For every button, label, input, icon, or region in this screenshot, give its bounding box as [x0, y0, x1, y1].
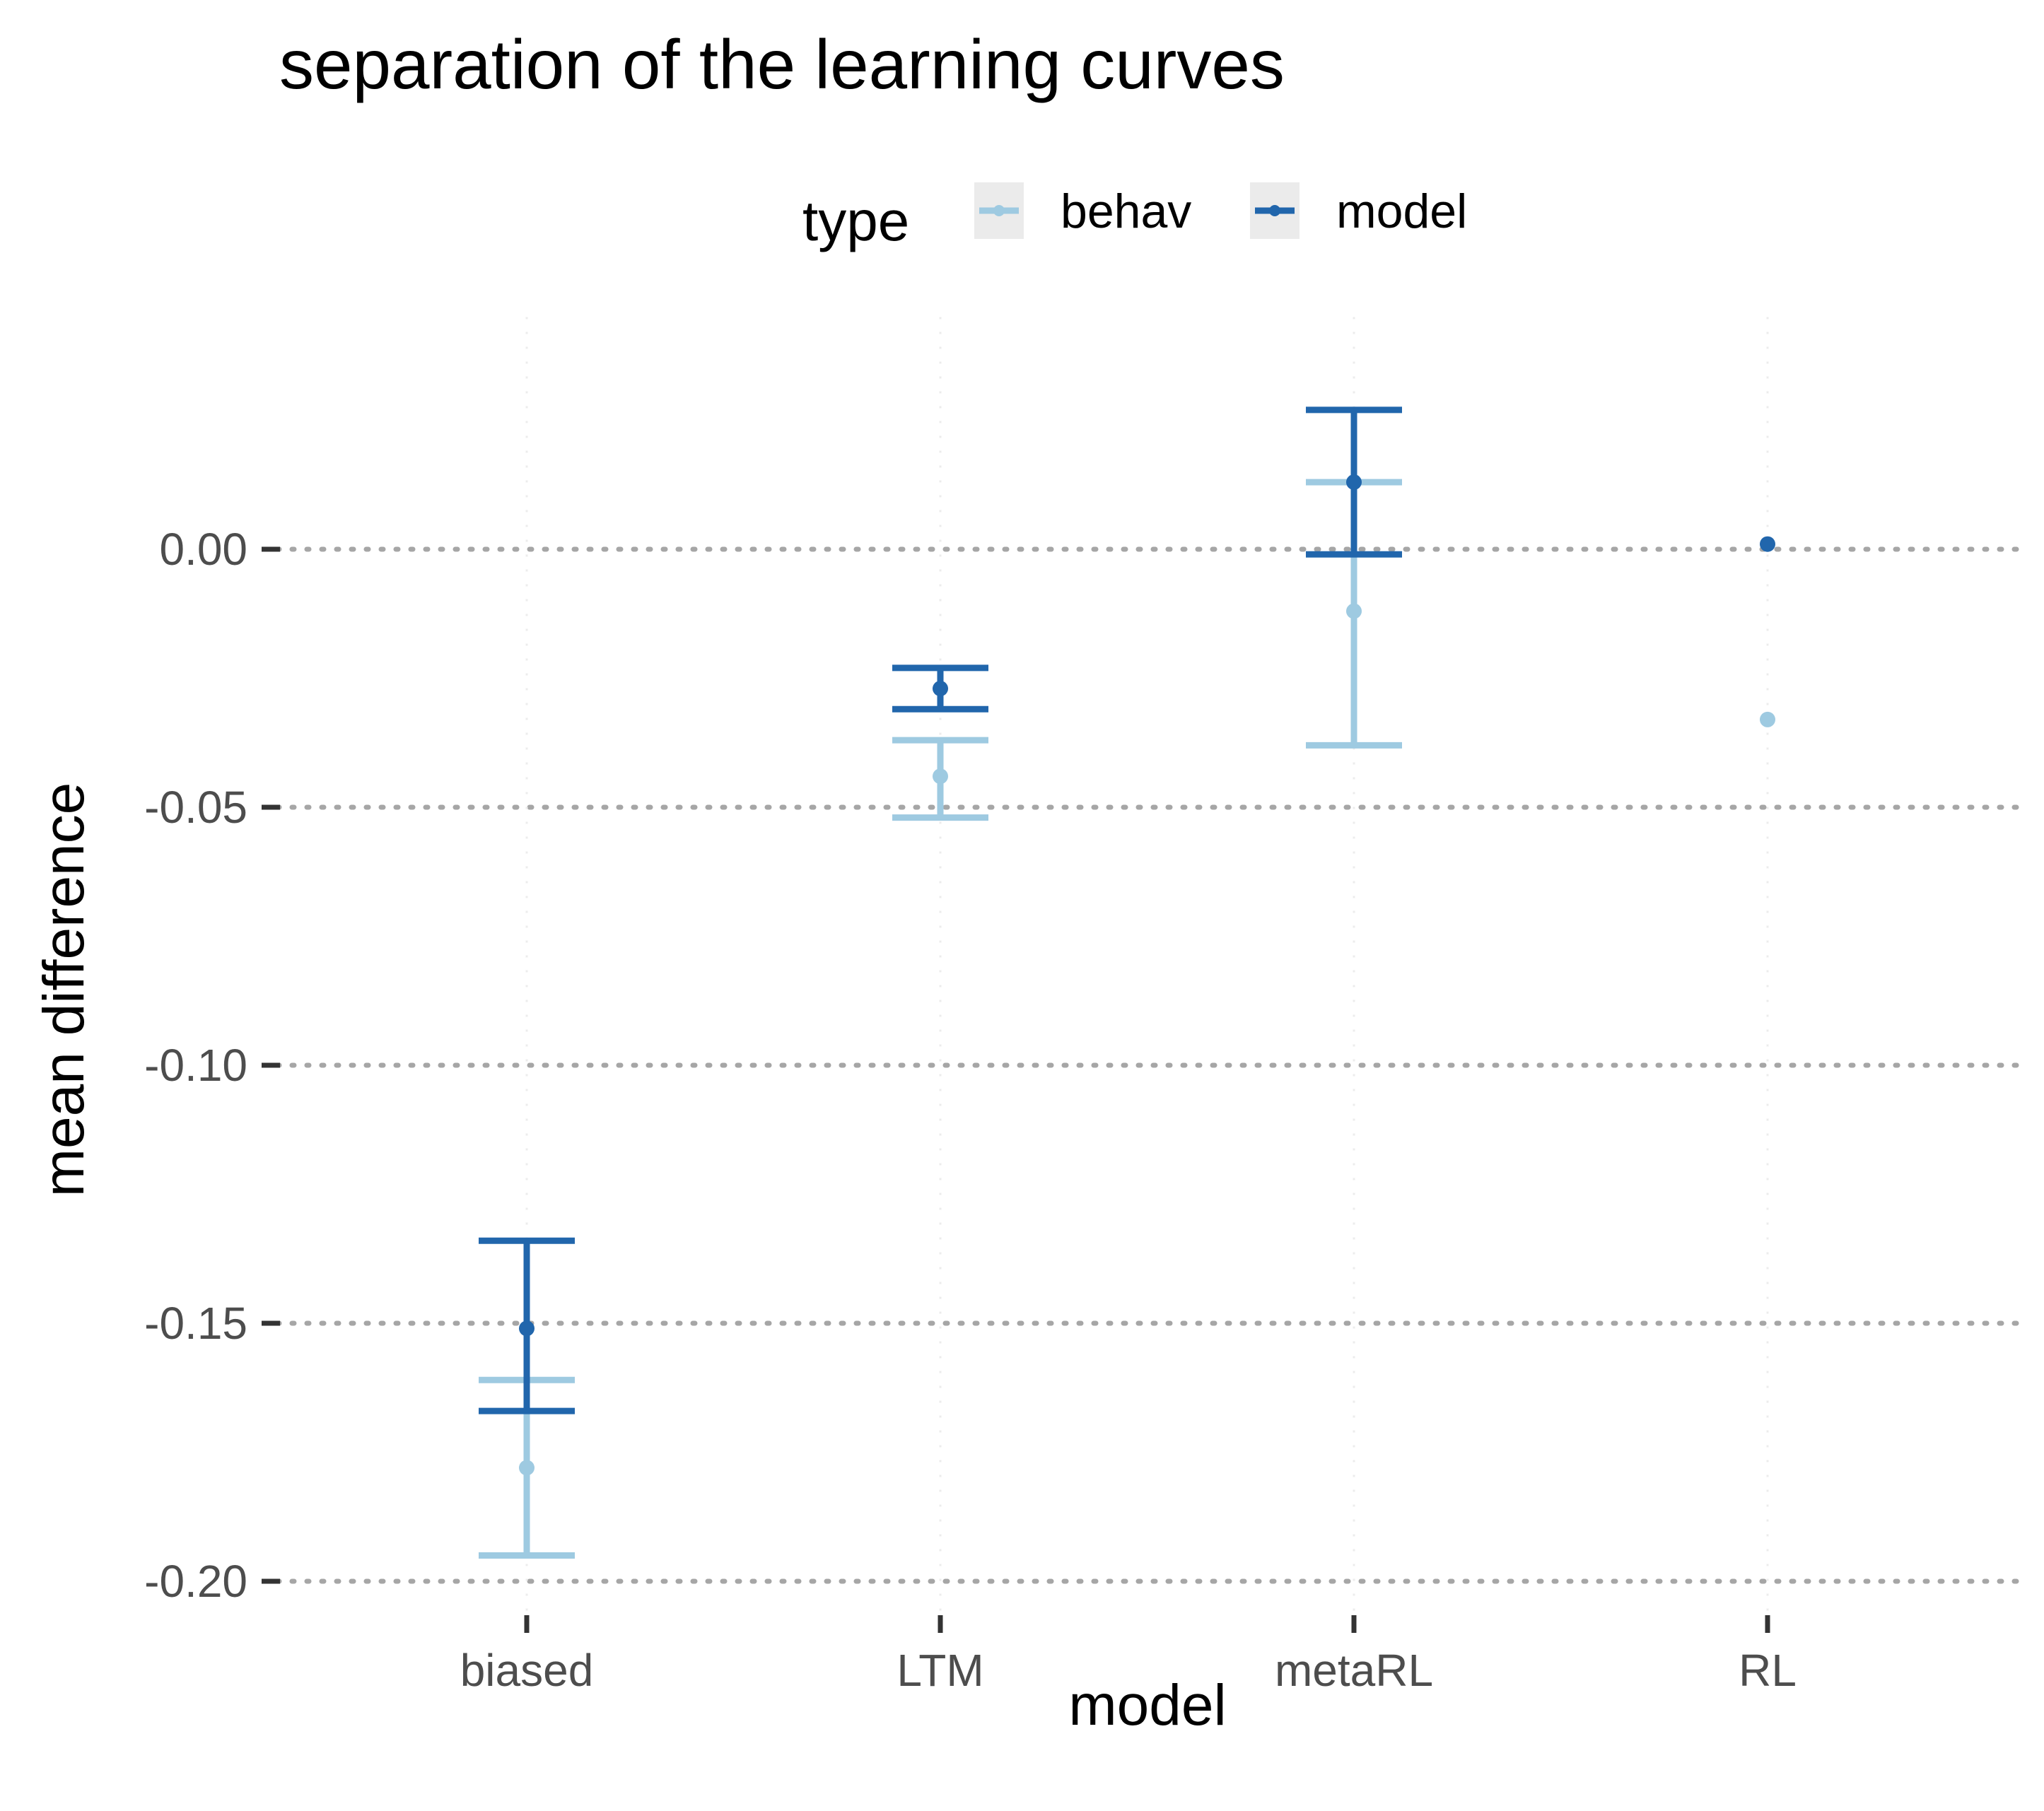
point-behav-biased: [519, 1460, 535, 1476]
point-model-biased: [519, 1320, 535, 1337]
x-tick-label: LTM: [897, 1645, 983, 1696]
point-model-RL: [1760, 536, 1775, 552]
point-behav-RL: [1760, 711, 1775, 727]
legend-label-behav: behav: [1061, 184, 1191, 238]
y-tick-label: 0.00: [159, 524, 247, 575]
chart-title: separation of the learning curves: [279, 25, 1285, 103]
plot-marks: [479, 406, 1775, 1559]
y-axis-title: mean difference: [32, 783, 96, 1197]
y-tick-label: -0.20: [144, 1556, 247, 1607]
point-behav-metaRL: [1346, 603, 1362, 619]
legend: type behav model: [802, 182, 1467, 252]
y-axis: 0.00 -0.05 -0.10 -0.15 -0.20: [144, 524, 280, 1607]
point-behav-LTM: [933, 768, 948, 785]
y-tick-label: -0.05: [144, 782, 247, 833]
series-behav: [479, 479, 1775, 1559]
gridlines: [274, 317, 2025, 1633]
legend-label-model: model: [1336, 184, 1467, 238]
x-tick-label: metaRL: [1275, 1645, 1433, 1696]
x-axis: biased LTM metaRL RL: [460, 1615, 1797, 1696]
legend-title: type: [802, 189, 909, 252]
legend-key-behav-point: [993, 205, 1005, 216]
legend-key-model-point: [1269, 205, 1280, 216]
x-axis-title: model: [1068, 1673, 1226, 1737]
series-model: [479, 406, 1775, 1414]
point-model-metaRL: [1346, 474, 1362, 491]
x-tick-label: biased: [460, 1645, 594, 1696]
y-tick-label: -0.10: [144, 1040, 247, 1091]
x-tick-label: RL: [1739, 1645, 1797, 1696]
point-model-LTM: [933, 681, 948, 697]
y-tick-label: -0.15: [144, 1298, 247, 1349]
